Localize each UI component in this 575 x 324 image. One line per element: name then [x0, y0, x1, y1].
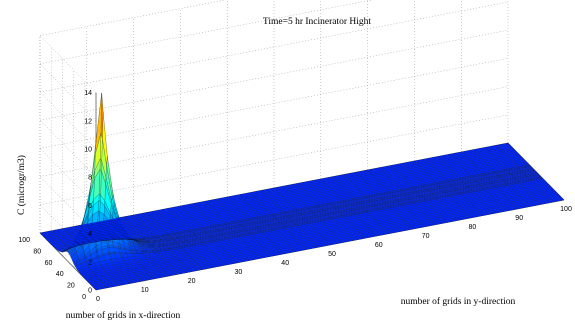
x-tick-label: 60	[45, 260, 53, 267]
z-tick-label: 2	[88, 259, 92, 266]
x-tick-label: 0	[82, 294, 86, 301]
y-tick-label: 90	[515, 215, 523, 222]
z-tick-label: 10	[84, 147, 92, 154]
chart-title: Time=5 hr Incinerator Hight	[263, 17, 372, 27]
grid-line	[39, 35, 97, 93]
grid-line	[39, 91, 97, 150]
y-tick-label: 100	[560, 206, 572, 213]
y-tick-label: 60	[375, 242, 383, 249]
z-tick-label: 6	[88, 203, 92, 210]
x-tick-label: 100	[18, 237, 30, 244]
y-tick-label: 30	[235, 269, 243, 276]
x-axis-label: number of grids in x-direction	[66, 310, 181, 321]
y-tick-label: 40	[281, 260, 289, 267]
grid-line	[39, 148, 97, 206]
y-tick-label: 50	[328, 251, 336, 258]
y-tick-label: 20	[188, 278, 196, 285]
grid-line	[39, 176, 97, 234]
surface-patch	[144, 248, 153, 251]
y-axis-label: number of grids in y-direction	[401, 296, 516, 307]
surface-plot	[39, 92, 565, 291]
z-axis-label: C (microgr/m3)	[16, 155, 27, 215]
z-tick-label: 14	[84, 90, 92, 97]
grid-line	[39, 63, 97, 121]
z-tick-label: 0	[88, 288, 92, 295]
y-tick-label: 70	[422, 233, 430, 240]
x-tick-label: 40	[56, 271, 64, 278]
z-tick-label: 12	[84, 118, 92, 125]
x-tick-label: 20	[67, 283, 75, 290]
y-tick-label: 0	[96, 296, 100, 303]
surface-patch	[107, 240, 114, 246]
z-tick-label: 8	[88, 175, 92, 182]
z-tick-label: 4	[88, 231, 92, 238]
x-tick-label: 80	[33, 248, 41, 255]
y-tick-label: 10	[141, 287, 149, 294]
grid-line	[39, 120, 97, 178]
surface-patch	[108, 245, 114, 248]
y-tick-label: 80	[469, 224, 477, 231]
